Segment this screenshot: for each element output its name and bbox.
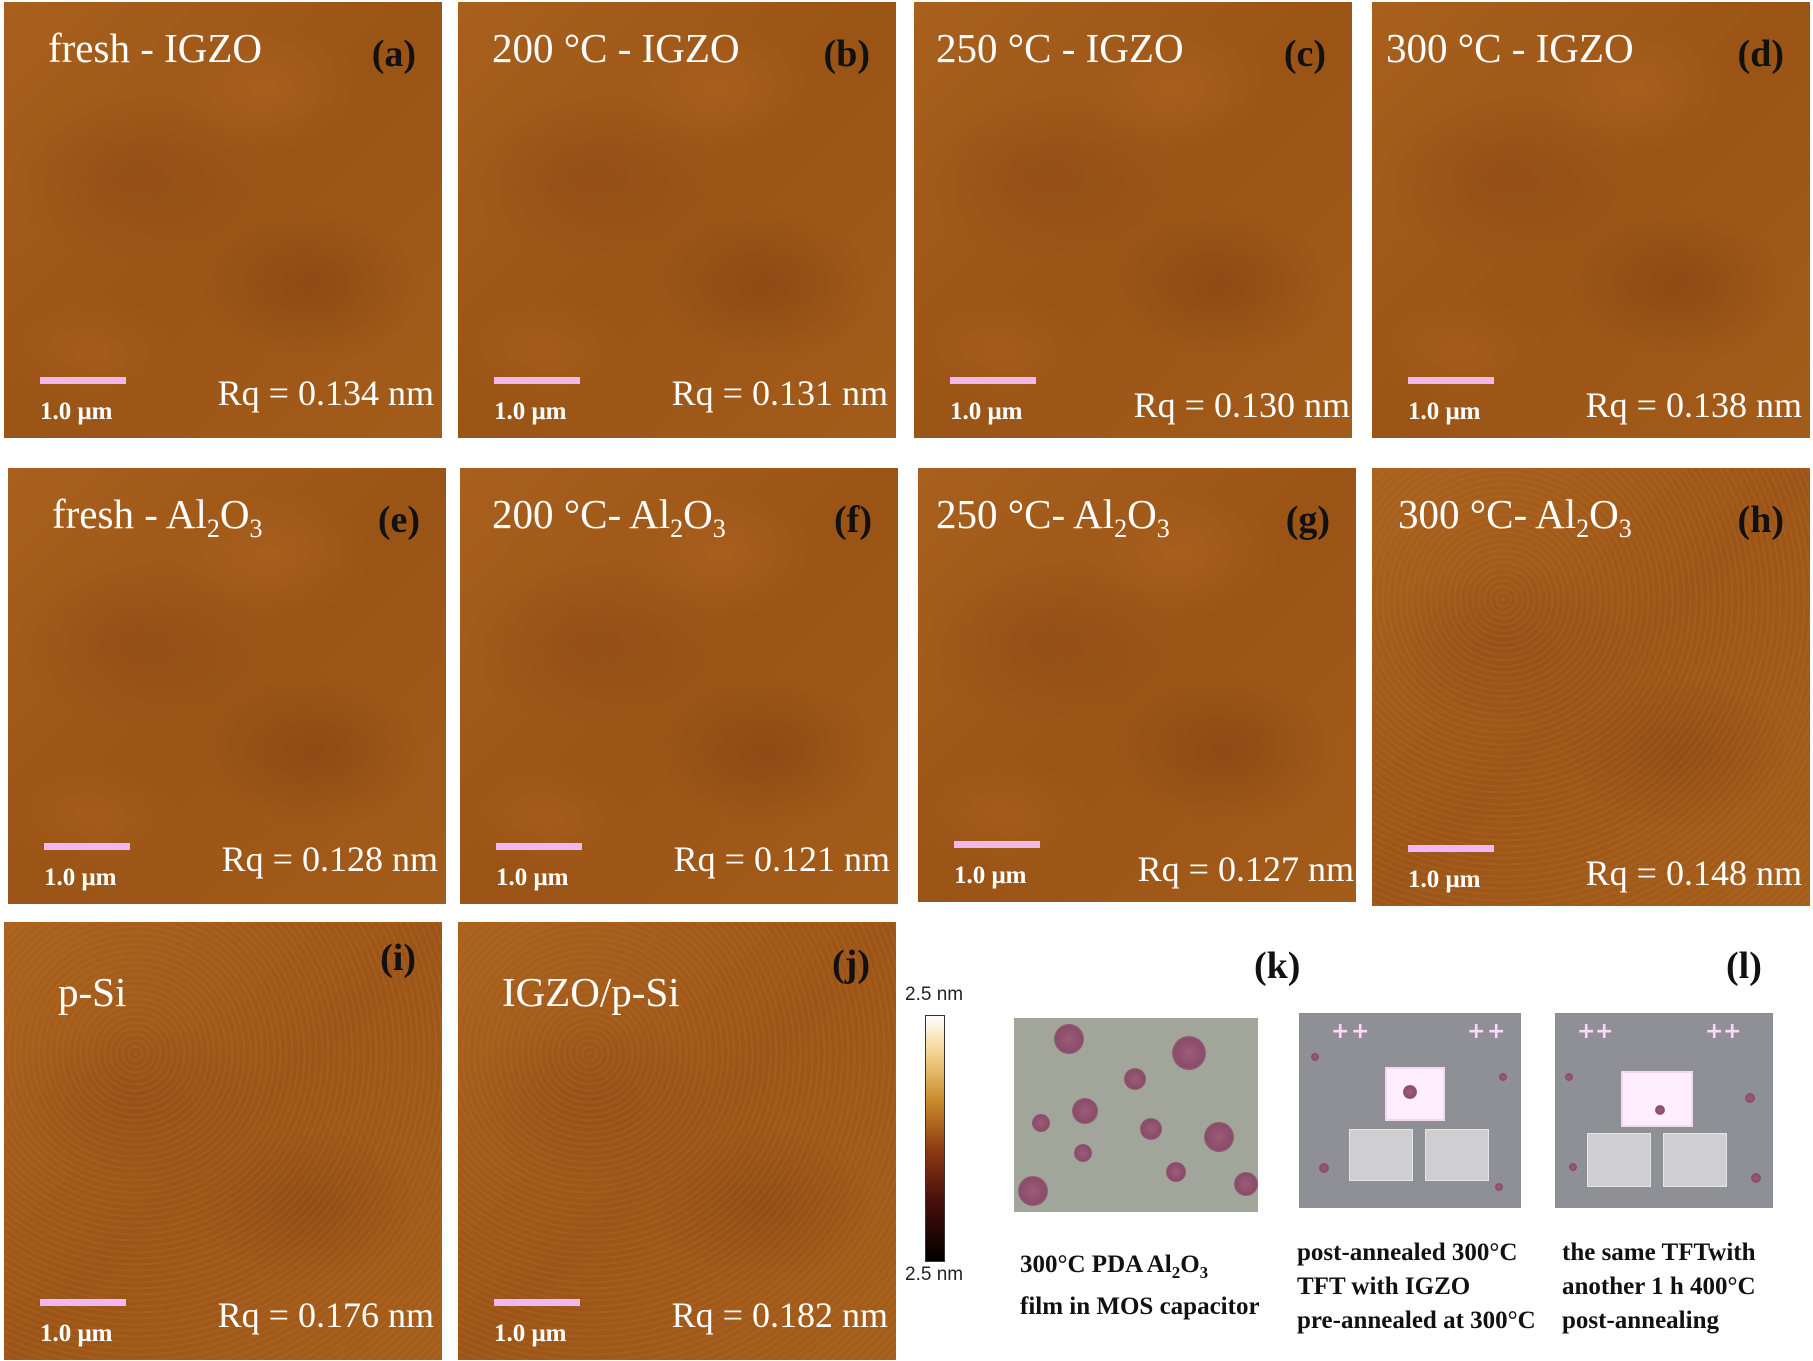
tft-400c-photo: + + + + [1555, 1013, 1773, 1208]
alignment-mark: + [1467, 1019, 1486, 1044]
scale-bar [494, 377, 580, 384]
scale-bar [496, 843, 582, 850]
panel-letter: (a) [371, 33, 416, 75]
tft-300c-photo: + + + + [1299, 1013, 1521, 1208]
scale-label: 1.0 μm [40, 398, 113, 425]
panel-title: p-Si [58, 969, 127, 1015]
source-pad [1349, 1129, 1413, 1181]
afm-panel-b: 200 °C - IGZO (b) 1.0 μm Rq = 0.131 nm [458, 2, 896, 438]
panel-title: IGZO/p-Si [502, 969, 680, 1015]
alignment-mark: + [1705, 1019, 1724, 1044]
scale-label: 1.0 μm [950, 398, 1023, 425]
panel-letter: (i) [380, 937, 416, 979]
scale-bar [950, 377, 1036, 384]
afm-panel-f: 200 °C- Al2O3 (f) 1.0 μm Rq = 0.121 nm [460, 468, 898, 904]
afm-panel-d: 300 °C - IGZO (d) 1.0 μm Rq = 0.138 nm [1372, 2, 1810, 438]
panel-title: fresh - IGZO [48, 25, 263, 71]
alignment-mark: + [1351, 1019, 1370, 1044]
scale-label: 1.0 μm [954, 862, 1027, 889]
panel-letter-k: (k) [1254, 945, 1301, 987]
scale-label: 1.0 μm [44, 864, 117, 891]
scale-label: 1.0 μm [496, 864, 569, 891]
roughness-value: Rq = 0.128 nm [221, 839, 438, 879]
roughness-value: Rq = 0.182 nm [671, 1295, 888, 1335]
gate-pad [1385, 1067, 1445, 1121]
alignment-mark: + [1331, 1019, 1350, 1044]
scale-bar [40, 1299, 126, 1306]
roughness-value: Rq = 0.130 nm [1133, 385, 1350, 425]
afm-panel-a: fresh - IGZO (a) 1.0 μm Rq = 0.134 nm [4, 2, 442, 438]
alignment-mark: + [1595, 1019, 1614, 1044]
panel-letter: (b) [823, 33, 870, 75]
scale-label: 1.0 μm [1408, 398, 1481, 425]
alignment-mark: + [1577, 1019, 1596, 1044]
afm-panel-i: p-Si (i) 1.0 μm Rq = 0.176 nm [4, 922, 442, 1360]
source-pad [1587, 1133, 1651, 1187]
scale-bar [1408, 377, 1494, 384]
caption-tft-300c: post-annealed 300°C TFT with IGZO pre-an… [1297, 1239, 1536, 1334]
panel-letter: (e) [377, 499, 420, 541]
scale-label: 1.0 μm [494, 1320, 567, 1347]
panel-title: 300 °C- Al2O3 [1398, 491, 1632, 544]
mos-capacitor-photo [1014, 1018, 1258, 1212]
roughness-value: Rq = 0.134 nm [217, 373, 434, 413]
alignment-mark: + [1487, 1019, 1506, 1044]
drain-pad [1663, 1133, 1727, 1187]
caption-tft-400c: the same TFTwith another 1 h 400°C post-… [1562, 1239, 1756, 1334]
afm-panel-h: 300 °C- Al2O3 (h) 1.0 μm Rq = 0.148 nm [1372, 468, 1810, 906]
height-colorbar [925, 1015, 945, 1262]
panel-letter-l: (l) [1726, 945, 1762, 987]
roughness-value: Rq = 0.127 nm [1137, 849, 1354, 889]
scale-bar [494, 1299, 580, 1306]
afm-panel-c: 250 °C - IGZO (c) 1.0 μm Rq = 0.130 nm [914, 2, 1352, 438]
scale-label: 1.0 μm [1408, 866, 1481, 893]
panel-title: 300 °C - IGZO [1386, 25, 1634, 71]
panel-title: 250 °C - IGZO [936, 25, 1184, 71]
panel-letter: (f) [834, 499, 872, 541]
alignment-mark: + [1723, 1019, 1742, 1044]
panel-title: 200 °C- Al2O3 [492, 491, 726, 544]
panel-letter: (g) [1285, 499, 1330, 541]
afm-panel-g: 250 °C- Al2O3 (g) 1.0 μm Rq = 0.127 nm [918, 468, 1356, 902]
panel-letter: (j) [832, 943, 870, 985]
drain-pad [1425, 1129, 1489, 1181]
roughness-value: Rq = 0.148 nm [1585, 853, 1802, 893]
scale-bar [954, 841, 1040, 848]
gate-pad [1621, 1071, 1693, 1127]
roughness-value: Rq = 0.121 nm [673, 839, 890, 879]
panel-letter: (c) [1283, 33, 1326, 75]
panel-title: 250 °C- Al2O3 [936, 491, 1170, 544]
panel-title: fresh - Al2O3 [52, 491, 263, 544]
scale-label: 1.0 μm [40, 1320, 113, 1347]
scale-bar [44, 843, 130, 850]
afm-panel-j: IGZO/p-Si (j) 1.0 μm Rq = 0.182 nm [458, 922, 896, 1360]
caption-mos-capacitor: 300°C PDA Al2O3 film in MOS capacitor [1020, 1251, 1260, 1320]
scale-bar [40, 377, 126, 384]
scale-bar [1408, 845, 1494, 852]
panel-letter: (h) [1737, 499, 1784, 541]
colorbar-bottom-label: 2.5 nm [905, 1264, 964, 1285]
afm-panel-e: fresh - Al2O3 (e) 1.0 μm Rq = 0.128 nm [8, 468, 446, 904]
panel-letter: (d) [1737, 33, 1784, 75]
scale-label: 1.0 μm [494, 398, 567, 425]
panel-title: 200 °C - IGZO [492, 25, 740, 71]
roughness-value: Rq = 0.131 nm [671, 373, 888, 413]
roughness-value: Rq = 0.176 nm [217, 1295, 434, 1335]
roughness-value: Rq = 0.138 nm [1585, 385, 1802, 425]
colorbar-top-label: 2.5 nm [905, 984, 964, 1005]
